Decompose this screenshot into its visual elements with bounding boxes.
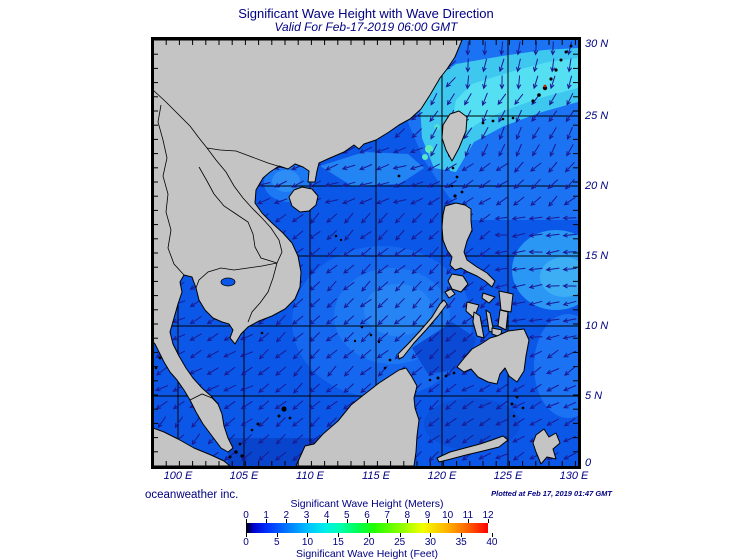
lat-tick-label: 15 N [585,250,609,262]
lat-tick-label: 20 N [585,180,609,192]
legend-feet-tickmark [491,533,493,537]
lat-tick-label: 0 [585,457,592,469]
legend-feet-label: 40 [486,537,498,548]
border-myanmar-thailand [157,104,185,276]
legend-meter-tickmark [367,519,368,523]
land-samar [498,290,514,313]
land-masbate [481,292,496,304]
land-palawan [397,299,448,360]
legend-meter-label: 3 [303,510,310,521]
border-laos-vietnam [206,147,283,264]
legend-feet-label: 20 [363,537,375,548]
border-cambodia-thailand [195,262,278,289]
legend-meter-label: 1 [263,510,269,521]
credit-text: oceanweather inc. [145,489,239,501]
legend-meter-tickmark [407,519,409,523]
land-mindoro [447,273,469,293]
land-sumatra [153,427,231,466]
legend-feet-tickmark [246,533,247,537]
land-leyte [497,309,509,331]
map-frame [151,37,581,469]
legend-meter-label: 4 [323,510,330,521]
legend-feet-label: 35 [455,537,467,548]
land-sulawesi [436,435,509,463]
legend-feet-tickmark [461,533,463,537]
border-china-myanmar [153,89,208,149]
legend-feet-tickmark [276,533,278,537]
lon-tick-label: 105 E [229,470,259,482]
legend-meter-tickmark [326,519,328,523]
lon-tick-label: 130 E [559,470,589,482]
small-islands [154,44,573,459]
landmasses [153,40,561,466]
border-malaysia-thailand [189,393,219,405]
legend-meter-tickmark [427,519,429,523]
plotted-timestamp: Plotted at Feb 17, 2019 01:47 GMT [491,489,612,498]
legend-feet-label: 15 [332,537,344,548]
legend-meter-label: 11 [462,510,474,521]
lon-tick-label: 125 E [493,470,523,482]
border-cambodia-vietnam [247,262,278,323]
land-luzon [441,202,496,288]
land-asia-mainland [153,40,463,453]
legend-feet-label: 10 [301,537,314,548]
land-negros [472,311,485,339]
legend-meter-tickmark [467,519,469,523]
border-laos-thailand [198,166,278,264]
legend-meter-tickmark [286,519,288,523]
legend-meter-label: 10 [442,510,454,521]
legend-meter-label: 8 [404,510,411,521]
legend-meter-label: 2 [283,510,290,521]
legend-feet-label: 5 [273,537,280,548]
border-china-vietnam [206,147,285,169]
land-halmahera [532,428,561,465]
legend-meter-label: 0 [243,510,249,521]
legend-feet-label: 30 [424,537,436,548]
legend-feet-tickmark [430,533,432,537]
legend-feet-tickmark [399,533,401,537]
lon-tick-label: 110 E [296,470,324,482]
legend-meter-tickmark [266,519,268,523]
figure-title: Significant Wave Height with Wave Direct… [238,6,494,21]
legend-meter-tickmark [447,519,449,523]
legend-meter-label: 9 [424,510,431,521]
land-calamian [444,288,456,299]
lat-tick-label: 5 N [585,390,603,402]
lake-tonle-sap [220,277,236,287]
legend-meter-label: 12 [482,510,494,521]
colorbar [246,523,488,533]
figure-subtitle: Valid For Feb-17-2019 06:00 GMT [274,20,458,34]
legend-meter-label: 5 [344,510,350,521]
land-mindanao [456,328,530,385]
wave-height-shading [228,40,578,466]
country-borders [153,89,285,405]
legend-feet-tickmark [368,533,370,537]
legend-meter-tickmark [387,519,389,523]
legend-title-meters: Significant Wave Height (Meters) [290,498,444,510]
lat-tick-label: 25 N [585,110,609,122]
land-hainan [288,186,319,213]
legend-feet-label: 25 [394,537,406,548]
legend-title-feet: Significant Wave Height (Feet) [295,548,438,560]
legend-meter-label: 6 [364,510,370,521]
lon-tick-label: 120 E [427,470,457,482]
lat-tick-label: 10 N [585,320,609,332]
lon-tick-label: 100 E [163,470,193,482]
lon-tick-label: 115 E [362,470,390,482]
land-taiwan [441,110,468,162]
legend-feet-tickmark [307,533,309,537]
legend-feet-label: 0 [243,537,249,548]
land-borneo [295,367,420,466]
legend-meter-tickmark [246,519,247,523]
legend-meter-tickmark [306,519,308,523]
legend-feet-tickmark [338,533,340,537]
legend-meter-tickmark [346,519,348,523]
legend-meter-tickmark [488,519,489,523]
legend-meter-label: 7 [384,510,390,521]
lat-tick-label: 30 N [585,38,609,50]
